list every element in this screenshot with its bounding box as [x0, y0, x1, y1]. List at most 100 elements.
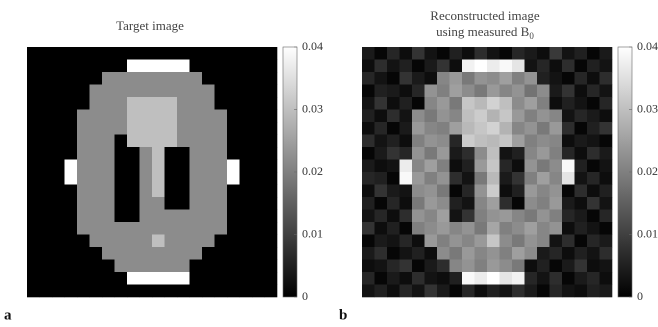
pixel	[27, 235, 40, 248]
pixel	[437, 272, 450, 285]
pixel	[500, 247, 513, 260]
pixel	[165, 222, 178, 235]
pixel	[127, 47, 140, 60]
pixel	[450, 72, 463, 85]
pixel	[227, 272, 240, 285]
pixel	[400, 172, 413, 185]
pixel	[437, 97, 450, 110]
pixel	[40, 122, 53, 135]
pixel	[475, 135, 488, 148]
pixel	[512, 85, 525, 98]
pixel	[65, 72, 78, 85]
pixel	[437, 235, 450, 248]
pixel	[177, 235, 190, 248]
pixel	[525, 85, 538, 98]
pixel	[575, 185, 588, 198]
pixel	[177, 147, 190, 160]
pixel	[115, 235, 128, 248]
pixel	[575, 147, 588, 160]
pixel	[252, 72, 265, 85]
pixel	[77, 247, 90, 260]
pixel	[52, 210, 65, 223]
pixel	[600, 160, 613, 173]
pixel	[240, 122, 253, 135]
pixel	[375, 135, 388, 148]
pixel	[575, 235, 588, 248]
pixel	[90, 147, 103, 160]
pixel	[525, 235, 538, 248]
pixel	[587, 235, 600, 248]
pixel	[587, 285, 600, 298]
pixel	[40, 235, 53, 248]
pixel	[437, 72, 450, 85]
pixel	[487, 197, 500, 210]
pixel	[575, 60, 588, 73]
pixel	[65, 147, 78, 160]
pixel	[525, 97, 538, 110]
pixel	[475, 260, 488, 273]
pixel	[400, 247, 413, 260]
pixel	[52, 185, 65, 198]
pixel	[190, 247, 203, 260]
pixel	[152, 72, 165, 85]
pixel	[265, 285, 278, 298]
pixel	[190, 197, 203, 210]
pixel	[537, 110, 550, 123]
pixel	[550, 235, 563, 248]
pixel	[575, 172, 588, 185]
pixel	[425, 185, 438, 198]
pixel	[215, 285, 228, 298]
pixel	[500, 110, 513, 123]
pixel	[575, 47, 588, 60]
pixel	[587, 247, 600, 260]
pixel	[202, 147, 215, 160]
pixel	[77, 272, 90, 285]
pixel	[412, 172, 425, 185]
pixel	[462, 72, 475, 85]
pixel	[215, 247, 228, 260]
pixel	[227, 135, 240, 148]
pixel	[77, 110, 90, 123]
pixel	[400, 210, 413, 223]
pixel	[140, 110, 153, 123]
pixel	[437, 135, 450, 148]
pixel	[215, 222, 228, 235]
pixel	[475, 185, 488, 198]
pixel	[587, 85, 600, 98]
pixel	[512, 97, 525, 110]
pixel	[202, 185, 215, 198]
pixel	[77, 197, 90, 210]
chart-title: Target image	[116, 18, 184, 33]
pixel	[450, 222, 463, 235]
pixel	[475, 97, 488, 110]
pixel	[525, 197, 538, 210]
pixel	[587, 97, 600, 110]
pixel	[600, 85, 613, 98]
pixel	[550, 210, 563, 223]
pixel	[475, 72, 488, 85]
pixel	[587, 260, 600, 273]
pixel	[412, 85, 425, 98]
pixel	[512, 135, 525, 148]
pixel	[265, 147, 278, 160]
pixel	[240, 72, 253, 85]
pixel	[387, 135, 400, 148]
pixel	[227, 60, 240, 73]
pixel	[40, 247, 53, 260]
pixel	[400, 110, 413, 123]
pixel	[400, 135, 413, 148]
pixel	[537, 72, 550, 85]
pixel	[487, 110, 500, 123]
pixel	[462, 260, 475, 273]
pixel	[90, 110, 103, 123]
pixel	[412, 122, 425, 135]
pixel	[562, 260, 575, 273]
pixel	[375, 197, 388, 210]
pixel	[165, 122, 178, 135]
pixel	[65, 260, 78, 273]
pixel	[252, 272, 265, 285]
pixel	[587, 210, 600, 223]
pixel	[575, 197, 588, 210]
pixel	[202, 197, 215, 210]
pixel	[240, 97, 253, 110]
